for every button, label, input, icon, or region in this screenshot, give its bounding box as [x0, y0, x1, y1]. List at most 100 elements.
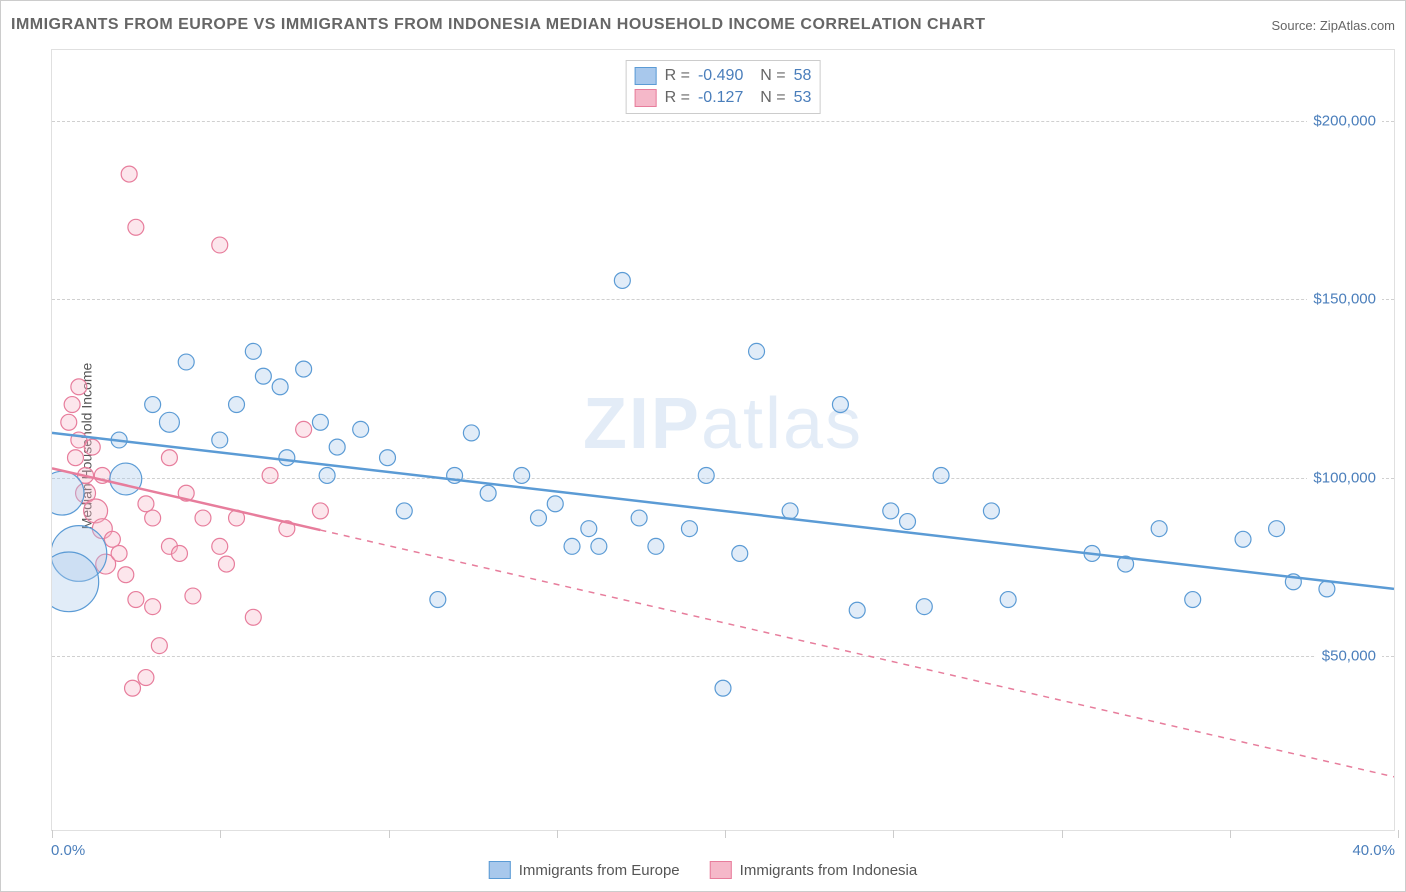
europe-r-value: -0.490 — [698, 67, 743, 85]
europe-bubble — [229, 397, 245, 413]
europe-bubble — [296, 361, 312, 377]
europe-bubble — [1185, 592, 1201, 608]
indonesia-bubble — [68, 450, 84, 466]
indonesia-bubble — [125, 680, 141, 696]
indonesia-bubble — [121, 166, 137, 182]
europe-bubble — [480, 485, 496, 501]
indonesia-bubble — [218, 556, 234, 572]
europe-bubble — [312, 414, 328, 430]
stat-row-europe: R = -0.490 N = 58 — [635, 65, 812, 87]
stat-legend: R = -0.490 N = 58 R = -0.127 N = 53 — [626, 60, 821, 114]
plot-svg — [52, 50, 1394, 830]
europe-bubble — [749, 343, 765, 359]
indonesia-bubble — [245, 609, 261, 625]
legend-item-europe: Immigrants from Europe — [489, 861, 680, 879]
indonesia-bubble — [262, 467, 278, 483]
x-tick — [893, 830, 894, 838]
legend-swatch-europe — [489, 861, 511, 879]
europe-bubble — [681, 521, 697, 537]
swatch-europe — [635, 67, 657, 85]
x-tick — [1230, 830, 1231, 838]
europe-bubble — [715, 680, 731, 696]
indonesia-bubble — [61, 414, 77, 430]
europe-bubble — [564, 538, 580, 554]
europe-bubble — [212, 432, 228, 448]
indonesia-bubble — [212, 237, 228, 253]
europe-bubble — [849, 602, 865, 618]
indonesia-bubble — [145, 599, 161, 615]
europe-bubble — [900, 514, 916, 530]
europe-n-value: 58 — [794, 67, 812, 85]
indonesia-bubble — [138, 670, 154, 686]
stat-row-indonesia: R = -0.127 N = 53 — [635, 87, 812, 109]
bottom-legend: Immigrants from Europe Immigrants from I… — [489, 861, 917, 879]
x-tick — [220, 830, 221, 838]
indonesia-bubble — [296, 421, 312, 437]
europe-bubble — [1000, 592, 1016, 608]
europe-bubble — [782, 503, 798, 519]
europe-bubble — [933, 467, 949, 483]
europe-bubble — [279, 450, 295, 466]
legend-label-europe: Immigrants from Europe — [519, 862, 680, 879]
europe-bubble — [614, 272, 630, 288]
europe-bubble — [832, 397, 848, 413]
x-tick — [52, 830, 53, 838]
plot-area: $50,000$100,000$150,000$200,000 ZIPatlas… — [51, 49, 1395, 831]
europe-bubble — [159, 412, 179, 432]
europe-bubble — [463, 425, 479, 441]
legend-label-indonesia: Immigrants from Indonesia — [740, 862, 918, 879]
indonesia-bubble — [111, 545, 127, 561]
indonesia-bubble — [151, 638, 167, 654]
indonesia-r-value: -0.127 — [698, 89, 743, 107]
europe-bubble — [329, 439, 345, 455]
europe-bubble — [319, 467, 335, 483]
europe-bubble — [245, 343, 261, 359]
x-tick — [1062, 830, 1063, 838]
indonesia-bubble — [71, 379, 87, 395]
europe-bubble — [145, 397, 161, 413]
indonesia-bubble — [84, 439, 100, 455]
x-tick — [1398, 830, 1399, 838]
source-label: Source: ZipAtlas.com — [1271, 18, 1395, 33]
indonesia-bubble — [172, 545, 188, 561]
indonesia-bubble — [128, 592, 144, 608]
indonesia-bubble — [104, 531, 120, 547]
indonesia-bubble — [312, 503, 328, 519]
europe-bubble — [514, 467, 530, 483]
europe-bubble — [255, 368, 271, 384]
indonesia-bubble — [64, 397, 80, 413]
europe-bubble — [631, 510, 647, 526]
indonesia-bubble — [118, 567, 134, 583]
x-axis-min-label: 0.0% — [51, 842, 85, 859]
indonesia-bubble — [212, 538, 228, 554]
europe-bubble — [581, 521, 597, 537]
europe-bubble — [883, 503, 899, 519]
europe-bubble — [272, 379, 288, 395]
europe-bubble — [430, 592, 446, 608]
europe-bubble — [1319, 581, 1335, 597]
europe-bubble — [698, 467, 714, 483]
europe-bubble — [396, 503, 412, 519]
europe-bubble — [380, 450, 396, 466]
chart-title: IMMIGRANTS FROM EUROPE VS IMMIGRANTS FRO… — [11, 16, 986, 34]
europe-trendline — [52, 433, 1394, 589]
legend-swatch-indonesia — [710, 861, 732, 879]
x-tick — [557, 830, 558, 838]
europe-bubble — [530, 510, 546, 526]
chart-container: IMMIGRANTS FROM EUROPE VS IMMIGRANTS FRO… — [0, 0, 1406, 892]
x-tick — [389, 830, 390, 838]
europe-bubble — [1151, 521, 1167, 537]
europe-bubble — [916, 599, 932, 615]
swatch-indonesia — [635, 89, 657, 107]
europe-bubble — [591, 538, 607, 554]
europe-bubble — [353, 421, 369, 437]
europe-bubble — [648, 538, 664, 554]
indonesia-bubble — [185, 588, 201, 604]
legend-item-indonesia: Immigrants from Indonesia — [710, 861, 918, 879]
europe-bubble — [547, 496, 563, 512]
indonesia-bubble — [138, 496, 154, 512]
indonesia-bubble — [128, 219, 144, 235]
europe-bubble — [110, 463, 142, 495]
europe-bubble — [178, 354, 194, 370]
x-tick — [725, 830, 726, 838]
